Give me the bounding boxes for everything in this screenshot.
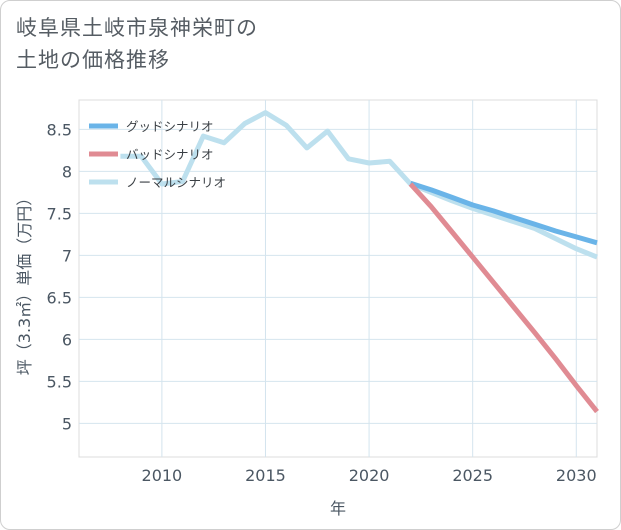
y-tick-label: 7.5 <box>47 204 72 223</box>
y-tick-label: 6 <box>62 330 72 349</box>
x-tick-label: 2010 <box>142 466 183 485</box>
x-tick-label: 2030 <box>556 466 597 485</box>
x-tick-labels: 2010 2015 2020 2025 2030 <box>142 466 597 485</box>
legend-label-0: グッドシナリオ <box>126 119 214 134</box>
series-line-0 <box>120 110 598 260</box>
x-tick-label: 2020 <box>349 466 390 485</box>
chart-title-line-1: 岐阜県土岐市泉神栄町の <box>16 16 258 40</box>
series-line-1 <box>409 180 598 246</box>
chart-title-line-2: 土地の価格推移 <box>16 48 170 72</box>
y-tick-label: 8 <box>62 162 72 181</box>
y-tick-label: 8.5 <box>47 120 72 139</box>
x-axis-title: 年 <box>330 499 346 518</box>
y-tick-label: 5.5 <box>47 372 72 391</box>
plot-area-border <box>78 99 598 458</box>
legend-label-1: バッドシナリオ <box>126 147 214 162</box>
x-tick-label: 2015 <box>245 466 286 485</box>
grid-lines <box>78 99 598 458</box>
y-tick-label: 6.5 <box>47 288 72 307</box>
x-tick-label: 2025 <box>452 466 493 485</box>
y-axis-title: 坪（3.3㎡）単価（万円） <box>15 190 34 375</box>
y-tick-label: 7 <box>62 246 72 265</box>
series-line-2 <box>408 182 599 414</box>
chart-title: 岐阜県土岐市泉神栄町の 土地の価格推移 <box>16 12 258 76</box>
y-tick-labels: 5 5.5 6 6.5 7 7.5 8 8.5 <box>47 120 72 433</box>
legend-label-2: ノーマルシナリオ <box>126 175 226 190</box>
y-tick-label: 5 <box>62 414 72 433</box>
series-lines <box>120 110 599 414</box>
